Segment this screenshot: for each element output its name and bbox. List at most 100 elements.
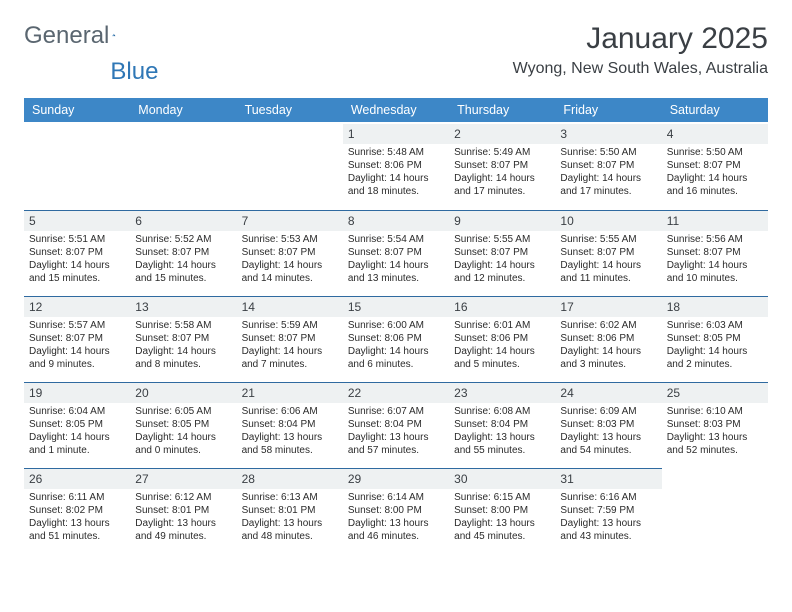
- day-number: 27: [130, 468, 236, 489]
- calendar-cell: 19Sunrise: 6:04 AMSunset: 8:05 PMDayligh…: [24, 380, 130, 466]
- daylight1-text: Daylight: 14 hours: [560, 173, 656, 186]
- calendar-cell: 23Sunrise: 6:08 AMSunset: 8:04 PMDayligh…: [449, 380, 555, 466]
- day-number: 25: [662, 382, 768, 403]
- sunrise-text: Sunrise: 6:14 AM: [348, 492, 444, 505]
- daylight2-text: and 48 minutes.: [242, 531, 338, 544]
- daylight1-text: Daylight: 14 hours: [135, 432, 231, 445]
- day-number: 11: [662, 210, 768, 231]
- daylight2-text: and 12 minutes.: [454, 273, 550, 286]
- daylight1-text: Daylight: 14 hours: [560, 260, 656, 273]
- calendar-page: General January 2025 Wyong, New South Wa…: [0, 0, 792, 570]
- daylight1-text: Daylight: 13 hours: [454, 432, 550, 445]
- calendar-cell: 8Sunrise: 5:54 AMSunset: 8:07 PMDaylight…: [343, 208, 449, 294]
- day-number: 12: [24, 296, 130, 317]
- day-number: 13: [130, 296, 236, 317]
- sunrise-text: Sunrise: 6:15 AM: [454, 492, 550, 505]
- daylight2-text: and 14 minutes.: [242, 273, 338, 286]
- sunset-text: Sunset: 8:07 PM: [454, 247, 550, 260]
- sunset-text: Sunset: 8:07 PM: [454, 160, 550, 173]
- daylight1-text: Daylight: 14 hours: [560, 346, 656, 359]
- daylight1-text: Daylight: 14 hours: [348, 260, 444, 273]
- calendar-cell: 9Sunrise: 5:55 AMSunset: 8:07 PMDaylight…: [449, 208, 555, 294]
- daylight2-text: and 52 minutes.: [667, 445, 763, 458]
- calendar-cell-empty: .: [130, 122, 236, 208]
- calendar-cell: 27Sunrise: 6:12 AMSunset: 8:01 PMDayligh…: [130, 466, 236, 552]
- sunset-text: Sunset: 8:06 PM: [348, 333, 444, 346]
- daylight1-text: Daylight: 13 hours: [242, 432, 338, 445]
- sunset-text: Sunset: 8:07 PM: [242, 247, 338, 260]
- day-number: 19: [24, 382, 130, 403]
- day-number: 7: [237, 210, 343, 231]
- daylight1-text: Daylight: 13 hours: [242, 518, 338, 531]
- sunrise-text: Sunrise: 6:06 AM: [242, 406, 338, 419]
- daylight2-text: and 57 minutes.: [348, 445, 444, 458]
- daylight2-text: and 7 minutes.: [242, 359, 338, 372]
- daylight1-text: Daylight: 13 hours: [454, 518, 550, 531]
- day-number: 20: [130, 382, 236, 403]
- calendar-cell: 5Sunrise: 5:51 AMSunset: 8:07 PMDaylight…: [24, 208, 130, 294]
- sunset-text: Sunset: 8:04 PM: [348, 419, 444, 432]
- day-number: 5: [24, 210, 130, 231]
- sunset-text: Sunset: 8:03 PM: [667, 419, 763, 432]
- calendar-cell: 10Sunrise: 5:55 AMSunset: 8:07 PMDayligh…: [555, 208, 661, 294]
- sunrise-text: Sunrise: 6:11 AM: [29, 492, 125, 505]
- daylight2-text: and 17 minutes.: [560, 186, 656, 199]
- sunrise-text: Sunrise: 5:56 AM: [667, 234, 763, 247]
- sunrise-text: Sunrise: 5:50 AM: [560, 147, 656, 160]
- daylight1-text: Daylight: 13 hours: [560, 518, 656, 531]
- daylight1-text: Daylight: 14 hours: [29, 432, 125, 445]
- day-header: Tuesday: [237, 98, 343, 122]
- daylight2-text: and 3 minutes.: [560, 359, 656, 372]
- sunrise-text: Sunrise: 5:52 AM: [135, 234, 231, 247]
- sunset-text: Sunset: 8:07 PM: [560, 160, 656, 173]
- day-number: 9: [449, 210, 555, 231]
- sunset-text: Sunset: 8:07 PM: [29, 247, 125, 260]
- sunrise-text: Sunrise: 5:49 AM: [454, 147, 550, 160]
- day-number: 21: [237, 382, 343, 403]
- sunset-text: Sunset: 8:07 PM: [242, 333, 338, 346]
- daylight1-text: Daylight: 14 hours: [667, 346, 763, 359]
- daylight2-text: and 5 minutes.: [454, 359, 550, 372]
- day-number: 30: [449, 468, 555, 489]
- day-header: Friday: [555, 98, 661, 122]
- sunset-text: Sunset: 8:05 PM: [135, 419, 231, 432]
- sunrise-text: Sunrise: 5:59 AM: [242, 320, 338, 333]
- daylight2-text: and 49 minutes.: [135, 531, 231, 544]
- sunrise-text: Sunrise: 5:58 AM: [135, 320, 231, 333]
- location-subtitle: Wyong, New South Wales, Australia: [513, 60, 768, 78]
- sunset-text: Sunset: 8:00 PM: [454, 505, 550, 518]
- calendar-cell: 3Sunrise: 5:50 AMSunset: 8:07 PMDaylight…: [555, 122, 661, 208]
- sunset-text: Sunset: 8:01 PM: [135, 505, 231, 518]
- sunrise-text: Sunrise: 6:16 AM: [560, 492, 656, 505]
- sunset-text: Sunset: 8:07 PM: [135, 247, 231, 260]
- day-header: Monday: [130, 98, 236, 122]
- day-number: 23: [449, 382, 555, 403]
- daylight2-text: and 43 minutes.: [560, 531, 656, 544]
- calendar-cell: 1Sunrise: 5:48 AMSunset: 8:06 PMDaylight…: [343, 122, 449, 208]
- day-number: 18: [662, 296, 768, 317]
- sunset-text: Sunset: 8:07 PM: [29, 333, 125, 346]
- daylight1-text: Daylight: 13 hours: [29, 518, 125, 531]
- daylight2-text: and 45 minutes.: [454, 531, 550, 544]
- day-header: Thursday: [449, 98, 555, 122]
- sunset-text: Sunset: 8:07 PM: [667, 247, 763, 260]
- daylight1-text: Daylight: 14 hours: [242, 346, 338, 359]
- sunrise-text: Sunrise: 5:54 AM: [348, 234, 444, 247]
- sunset-text: Sunset: 8:00 PM: [348, 505, 444, 518]
- day-number: 16: [449, 296, 555, 317]
- daylight1-text: Daylight: 14 hours: [135, 346, 231, 359]
- sunset-text: Sunset: 8:06 PM: [348, 160, 444, 173]
- daylight1-text: Daylight: 14 hours: [29, 346, 125, 359]
- sunset-text: Sunset: 8:05 PM: [29, 419, 125, 432]
- calendar-cell-empty: .: [24, 122, 130, 208]
- day-number: 22: [343, 382, 449, 403]
- calendar-row: ...1Sunrise: 5:48 AMSunset: 8:06 PMDayli…: [24, 122, 768, 208]
- daylight2-text: and 10 minutes.: [667, 273, 763, 286]
- day-number: 8: [343, 210, 449, 231]
- day-number: 24: [555, 382, 661, 403]
- calendar-cell: 2Sunrise: 5:49 AMSunset: 8:07 PMDaylight…: [449, 122, 555, 208]
- daylight2-text: and 55 minutes.: [454, 445, 550, 458]
- daylight2-text: and 13 minutes.: [348, 273, 444, 286]
- sunset-text: Sunset: 8:04 PM: [242, 419, 338, 432]
- daylight2-text: and 8 minutes.: [135, 359, 231, 372]
